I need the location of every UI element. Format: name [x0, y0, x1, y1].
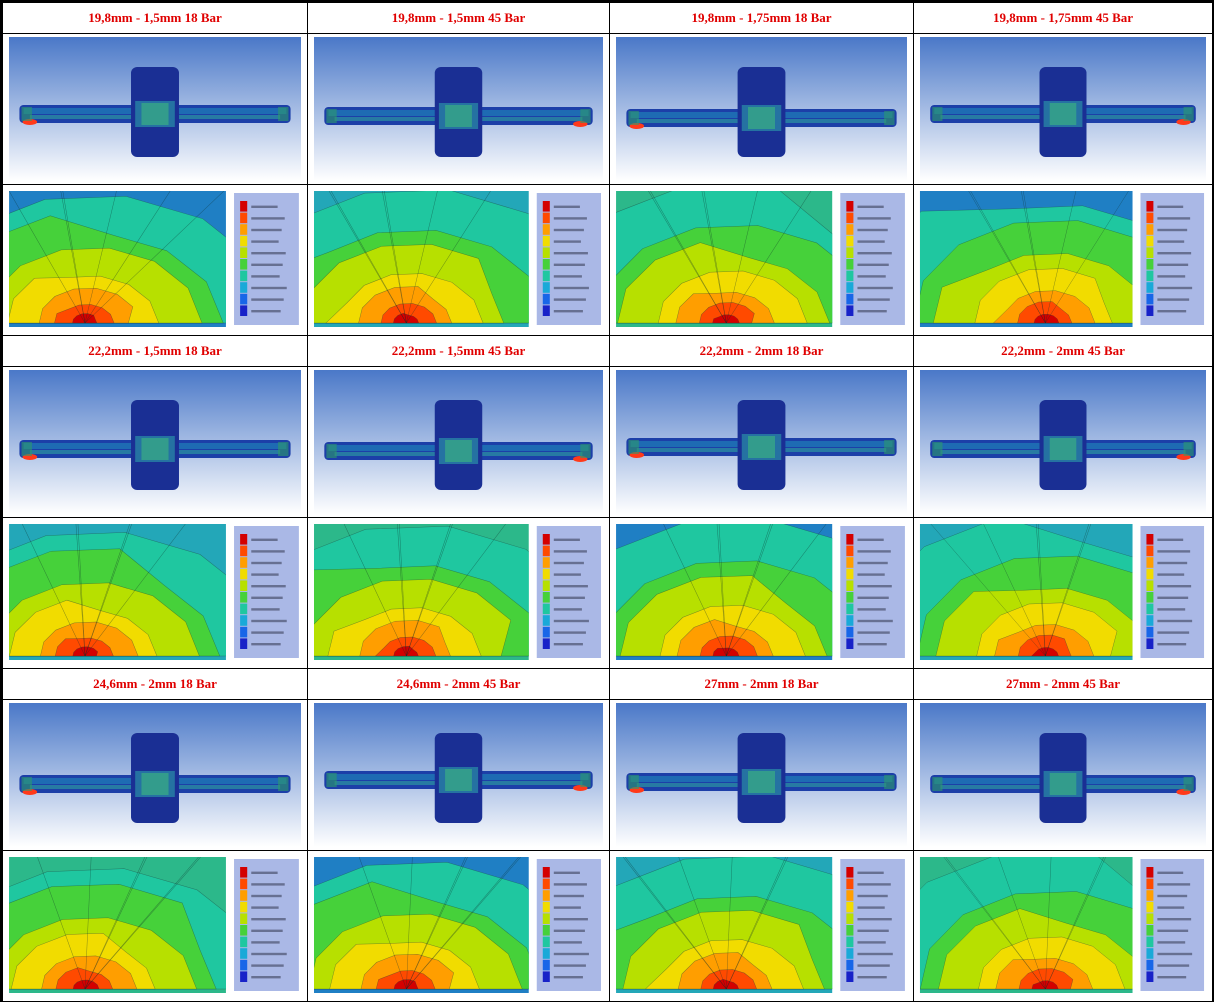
model-part	[626, 400, 897, 490]
zoom-row	[0, 184, 1214, 336]
color-legend	[542, 534, 589, 649]
model-part	[19, 67, 291, 157]
stress-contour	[314, 857, 601, 993]
model-image	[0, 699, 308, 851]
model-part	[930, 400, 1196, 490]
color-legend	[542, 867, 589, 982]
case-header: 24,6mm - 2mm 45 Bar	[307, 668, 610, 700]
stress-contour	[314, 524, 601, 660]
model-row	[0, 366, 1214, 518]
case-header: 19,8mm - 1,5mm 45 Bar	[307, 0, 610, 34]
header-row: 22,2mm - 1,5mm 18 Bar 22,2mm - 1,5mm 45 B…	[0, 335, 1214, 367]
case-header: 27mm - 2mm 18 Bar	[609, 668, 914, 700]
model-image	[913, 33, 1214, 185]
stress-contour	[616, 857, 905, 993]
color-legend	[846, 201, 893, 316]
case-header: 27mm - 2mm 45 Bar	[913, 668, 1214, 700]
stress-contour	[9, 524, 299, 660]
model-part	[19, 733, 291, 823]
model-row	[0, 699, 1214, 851]
stress-zoom-image	[913, 184, 1214, 336]
stress-contour	[9, 191, 299, 327]
zoom-row	[0, 517, 1214, 669]
color-legend	[240, 201, 287, 316]
case-header: 22,2mm - 1,5mm 45 Bar	[307, 335, 610, 367]
model-row	[0, 33, 1214, 185]
model-image	[307, 33, 610, 185]
case-header: 19,8mm - 1,5mm 18 Bar	[0, 0, 308, 34]
color-legend	[542, 201, 589, 316]
model-image	[609, 33, 914, 185]
header-row: 19,8mm - 1,5mm 18 Bar 19,8mm - 1,5mm 45 B…	[0, 0, 1214, 34]
stress-zoom-image	[609, 184, 914, 336]
model-image	[307, 699, 610, 851]
color-legend	[240, 534, 287, 649]
model-image	[0, 366, 308, 518]
model-image	[0, 33, 308, 185]
stress-zoom-image	[609, 517, 914, 669]
stress-zoom-image	[913, 517, 1214, 669]
case-header: 22,2mm - 2mm 18 Bar	[609, 335, 914, 367]
zoom-row	[0, 850, 1214, 1002]
case-header: 19,8mm - 1,75mm 45 Bar	[913, 0, 1214, 34]
stress-zoom-image	[0, 184, 308, 336]
stress-contour	[919, 191, 1205, 327]
model-image	[913, 366, 1214, 518]
model-part	[324, 67, 593, 157]
model-part	[626, 67, 897, 157]
case-header: 24,6mm - 2mm 18 Bar	[0, 668, 308, 700]
color-legend	[846, 867, 893, 982]
stress-contour	[616, 191, 905, 327]
color-legend	[1146, 534, 1193, 649]
case-header: 19,8mm - 1,75mm 18 Bar	[609, 0, 914, 34]
stress-contour	[314, 191, 601, 327]
model-part	[930, 67, 1196, 157]
header-row: 24,6mm - 2mm 18 Bar 24,6mm - 2mm 45 Bar 27…	[0, 668, 1214, 700]
stress-contour	[919, 524, 1205, 660]
model-part	[324, 733, 593, 823]
model-image	[913, 699, 1214, 851]
case-header: 22,2mm - 2mm 45 Bar	[913, 335, 1214, 367]
stress-contour	[616, 524, 905, 660]
stress-zoom-image	[307, 850, 610, 1002]
model-part	[626, 733, 897, 823]
stress-zoom-image	[307, 517, 610, 669]
model-image	[307, 366, 610, 518]
case-header: 22,2mm - 1,5mm 18 Bar	[0, 335, 308, 367]
stress-zoom-image	[0, 850, 308, 1002]
stress-zoom-image	[307, 184, 610, 336]
model-part	[930, 733, 1196, 823]
stress-contour	[9, 857, 299, 993]
model-part	[19, 400, 291, 490]
model-part	[324, 400, 593, 490]
model-image	[609, 699, 914, 851]
stress-contour	[919, 857, 1205, 993]
color-legend	[1146, 201, 1193, 316]
stress-zoom-image	[0, 517, 308, 669]
color-legend	[1146, 867, 1193, 982]
color-legend	[846, 534, 893, 649]
color-legend	[240, 867, 287, 982]
stress-zoom-image	[609, 850, 914, 1002]
model-image	[609, 366, 914, 518]
stress-zoom-image	[913, 850, 1214, 1002]
